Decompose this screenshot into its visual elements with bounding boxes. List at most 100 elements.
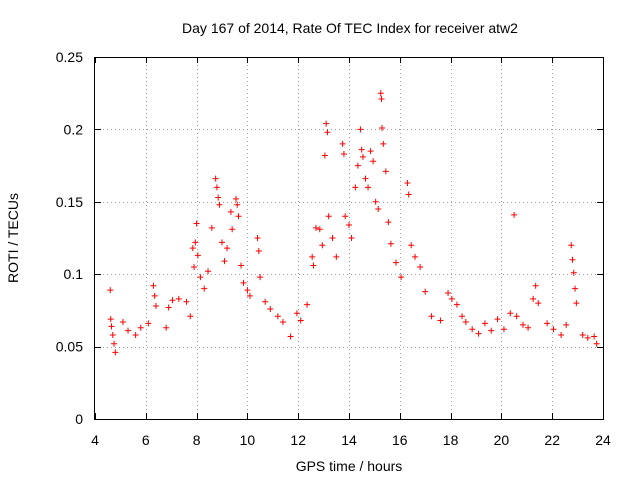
x-tick-label: 20 [494,432,510,448]
data-point [257,274,264,281]
data-point [507,310,514,317]
y-tick-label: 0.25 [56,49,83,65]
data-point [382,168,389,175]
data-point [189,245,196,252]
data-point [408,242,415,249]
data-point [201,285,208,292]
data-point [329,235,336,241]
y-tick-label: 0 [75,411,83,427]
data-point [221,258,228,265]
data-point [235,213,242,220]
y-tick-label: 0.1 [64,266,84,282]
data-point [192,239,199,246]
data-point [267,305,274,312]
data-point [475,330,482,337]
data-point [163,324,170,331]
data-point [287,333,294,340]
y-tick-label: 0.2 [64,121,84,137]
axis-ticks [95,57,604,420]
data-point [274,313,281,320]
x-tick-label: 12 [290,432,306,448]
data-point [323,120,330,127]
data-point [550,326,557,333]
data-point [183,298,190,305]
data-point [530,295,537,302]
data-point [145,320,152,327]
data-point [367,148,374,155]
data-point [119,318,126,325]
data-point [398,274,405,281]
data-point [352,184,359,191]
x-tick-label: 18 [443,432,459,448]
data-point [494,316,501,323]
data-point [194,252,201,259]
data-point [569,256,576,263]
data-point [387,240,394,247]
data-point [208,224,215,231]
data-point [107,316,114,323]
data-point [215,194,222,201]
data-point [244,287,251,294]
data-point [213,184,220,191]
data-point [584,334,591,341]
data-point [319,242,326,249]
data-point [254,235,261,241]
data-point [240,279,247,286]
data-point [469,326,476,333]
data-point [357,126,364,133]
data-point [437,317,444,324]
data-point [448,295,455,302]
data-point [462,318,469,325]
data-point [193,220,200,227]
data-point [151,292,158,299]
data-point [519,321,526,328]
data-point [205,268,212,275]
y-tick-label: 0.15 [56,194,83,210]
data-point [348,235,355,241]
data-point [428,313,435,320]
data-point [112,349,119,356]
data-point [125,327,132,334]
data-point [372,198,379,205]
data-point [312,224,319,231]
data-point [339,140,346,147]
data-point [375,206,382,213]
data-point [238,262,245,269]
data-point [579,332,586,339]
data-point [325,213,332,220]
data-point [340,151,347,158]
data-point [324,129,331,136]
x-tick-label: 14 [341,432,357,448]
data-point [262,298,269,305]
data-point [379,124,386,131]
data-point [137,324,144,331]
data-point [377,90,384,97]
data-point [535,300,542,307]
data-points [107,90,600,356]
x-tick-label: 8 [193,432,201,448]
data-point [212,175,219,182]
data-point [197,274,204,281]
data-point [453,301,460,308]
data-point [500,326,507,333]
y-axis-label: ROTI / TECUs [5,193,21,283]
data-point [563,321,570,328]
chart-title: Day 167 of 2014, Rate Of TEC Index for r… [182,20,518,36]
data-point [459,313,466,320]
data-point [224,245,231,252]
data-point [417,263,424,270]
data-point [378,95,385,102]
data-point [358,146,365,153]
data-point [321,152,328,159]
data-point [255,248,262,255]
x-tick-label: 16 [392,432,408,448]
data-point [191,263,198,270]
data-point [246,292,253,299]
data-point [405,191,412,198]
data-point [293,310,300,317]
data-point [365,184,372,191]
data-point [234,201,241,208]
data-point [573,300,580,307]
data-point [513,313,520,320]
data-point [362,175,369,182]
